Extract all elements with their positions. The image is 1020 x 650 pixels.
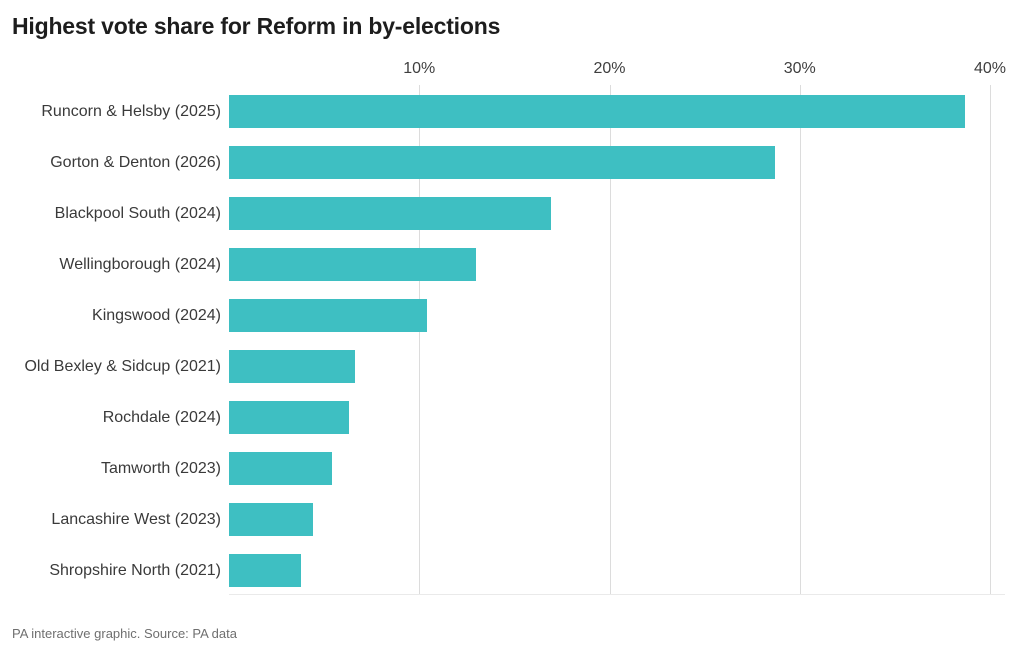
bar[interactable] (229, 452, 332, 485)
bar[interactable] (229, 503, 313, 536)
category-label: Gorton & Denton (2026) (50, 154, 221, 171)
x-axis-tick-label: 40% (973, 60, 1007, 77)
x-axis-baseline (229, 594, 1005, 595)
category-label: Runcorn & Helsby (2025) (41, 103, 221, 120)
chart-title: Highest vote share for Reform in by-elec… (12, 13, 501, 39)
category-label: Blackpool South (2024) (54, 205, 221, 222)
bar[interactable] (229, 401, 349, 434)
category-label: Tamworth (2023) (100, 460, 221, 477)
gridline-40 (990, 85, 991, 594)
category-label: Shropshire North (2021) (49, 562, 221, 579)
source-note: PA interactive graphic. Source: PA data (12, 626, 237, 641)
gridline-10 (419, 85, 421, 594)
category-label: Lancashire West (2023) (51, 511, 221, 528)
x-axis-tick-label: 30% (783, 60, 816, 77)
category-label: Old Bexley & Sidcup (2021) (24, 358, 221, 375)
gridline-30 (799, 85, 801, 594)
category-label: Rochdale (2024) (102, 409, 221, 426)
category-label: Wellingborough (2024) (59, 256, 221, 273)
bar[interactable] (229, 197, 551, 230)
gridline-20 (609, 85, 611, 594)
bar[interactable] (229, 95, 966, 128)
bar[interactable] (229, 554, 302, 587)
bar[interactable] (229, 248, 477, 281)
x-axis-tick-label: 10% (403, 60, 436, 77)
bar[interactable] (229, 146, 776, 179)
bar[interactable] (229, 350, 355, 383)
category-label: Kingswood (2024) (92, 307, 221, 324)
bar[interactable] (229, 299, 427, 332)
x-axis-tick-label: 20% (593, 60, 626, 77)
